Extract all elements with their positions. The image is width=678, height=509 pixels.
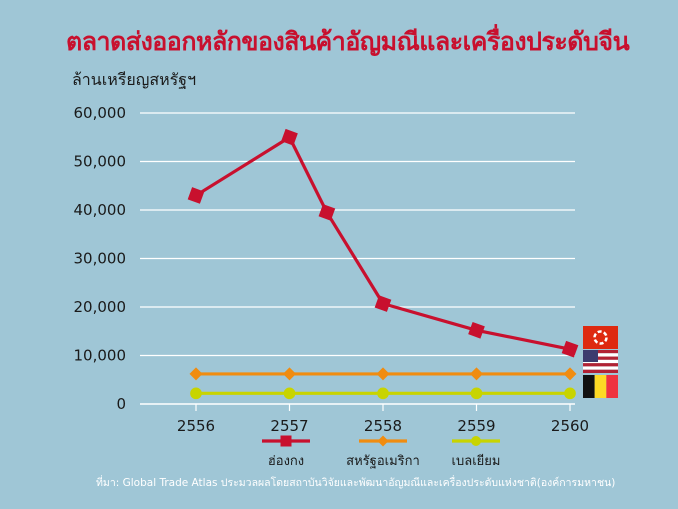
- y-tick-label: 60,000: [74, 104, 127, 122]
- series-2: [190, 387, 576, 400]
- data-point: [281, 128, 298, 146]
- flags-group: [583, 326, 618, 398]
- data-point: [376, 367, 390, 381]
- us-canton: [583, 350, 598, 362]
- source-note: ที่มา: Global Trade Atlas ประมวลผลโดยสถา…: [96, 477, 616, 489]
- y-tick-label: 0: [116, 395, 126, 413]
- belgium-flag-icon: [583, 375, 618, 398]
- data-point: [377, 387, 389, 400]
- grid-lines: [140, 112, 575, 405]
- legend-item: สหรัฐอเมริกา: [346, 435, 420, 469]
- chart-title: ตลาดส่งออกหลักของสินค้าอัญมณีและเครื่องป…: [66, 27, 630, 56]
- series-1: [189, 367, 577, 381]
- data-point: [470, 387, 483, 400]
- y-tick-label: 30,000: [74, 250, 127, 268]
- y-tick-label: 20,000: [74, 298, 127, 316]
- us-stripe: [583, 359, 618, 364]
- legend-item: เบลเยียม: [452, 436, 501, 469]
- legend-marker: [471, 436, 481, 446]
- x-tick-label: 2558: [364, 417, 402, 435]
- x-axis-ticks: 2556 2557 2558 2559 2560: [177, 404, 589, 435]
- data-point: [189, 367, 203, 381]
- legend-marker: [280, 435, 292, 447]
- us-stripe: [583, 369, 618, 373]
- be-yellow: [594, 375, 607, 398]
- data-point: [190, 387, 202, 400]
- bauhinia-mark: [593, 330, 608, 345]
- x-tick-label: 2560: [551, 417, 589, 435]
- x-tick-label: 2556: [177, 417, 215, 435]
- series-group: [187, 128, 579, 400]
- legend-item: ฮ่องกง: [262, 435, 310, 469]
- data-point: [187, 187, 205, 204]
- data-point: [563, 367, 577, 381]
- data-point: [468, 321, 485, 339]
- us-stripe: [583, 350, 618, 354]
- us-stripe: [583, 366, 618, 370]
- us-stripe: [583, 363, 618, 367]
- x-tick-label: 2559: [457, 417, 495, 435]
- data-point: [374, 295, 392, 312]
- y-tick-label: 40,000: [74, 201, 127, 219]
- us-stripe: [583, 353, 618, 357]
- be-black: [583, 375, 595, 398]
- data-point: [283, 387, 296, 400]
- usa-flag-icon: [583, 350, 618, 373]
- data-point: [318, 204, 336, 221]
- x-tick-label: 2557: [270, 417, 308, 435]
- us-stripe: [583, 356, 618, 360]
- data-point: [283, 367, 296, 381]
- hong-kong-flag-icon: [583, 326, 618, 349]
- data-point: [564, 387, 576, 400]
- data-point: [470, 367, 483, 381]
- y-axis-ticks: 0 10,000 20,000 30,000 40,000 50,000 60,000: [74, 104, 127, 413]
- y-tick-label: 10,000: [74, 347, 127, 365]
- hk-field: [583, 326, 618, 349]
- series-0: [187, 128, 579, 358]
- legend-label: เบลเยียม: [452, 453, 501, 469]
- be-red: [606, 375, 618, 398]
- legend-label: สหรัฐอเมริกา: [346, 454, 420, 469]
- y-axis-unit-label: ล้านเหรียญสหรัฐฯ: [72, 70, 197, 89]
- series-line: [195, 135, 571, 351]
- legend: ฮ่องกง สหรัฐอเมริกา เบลเยียม: [262, 435, 501, 469]
- legend-marker: [377, 435, 389, 447]
- data-point: [561, 340, 579, 358]
- y-tick-label: 50,000: [74, 153, 127, 171]
- legend-label: ฮ่องกง: [268, 454, 304, 469]
